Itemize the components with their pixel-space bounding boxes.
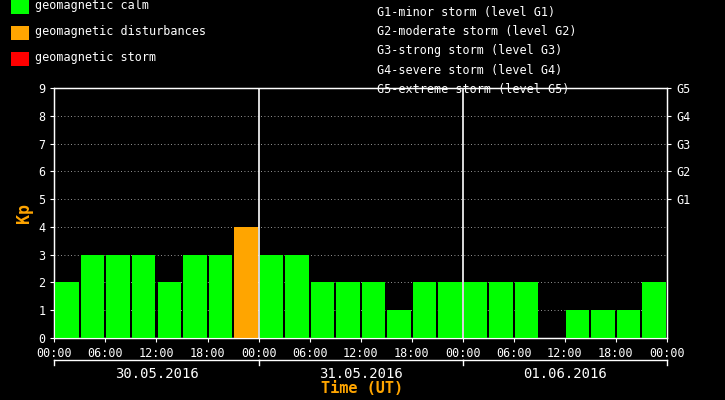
Bar [464, 282, 487, 338]
Bar [387, 310, 411, 338]
Bar [668, 282, 692, 338]
Bar [642, 282, 666, 338]
Y-axis label: Kp: Kp [14, 203, 33, 223]
Bar [310, 282, 334, 338]
Bar [592, 310, 615, 338]
Bar [260, 255, 283, 338]
Text: 31.05.2016: 31.05.2016 [319, 367, 402, 381]
Bar [566, 310, 589, 338]
Text: geomagnetic calm: geomagnetic calm [35, 0, 149, 12]
Text: G3-strong storm (level G3): G3-strong storm (level G3) [377, 44, 563, 57]
Bar [55, 282, 79, 338]
Text: G5-extreme storm (level G5): G5-extreme storm (level G5) [377, 83, 569, 96]
Bar [285, 255, 309, 338]
Bar [183, 255, 207, 338]
Bar [617, 310, 640, 338]
Bar [81, 255, 104, 338]
Bar [515, 282, 539, 338]
Text: geomagnetic disturbances: geomagnetic disturbances [35, 25, 206, 38]
Text: G4-severe storm (level G4): G4-severe storm (level G4) [377, 64, 563, 77]
Text: 01.06.2016: 01.06.2016 [523, 367, 607, 381]
Bar [439, 282, 462, 338]
Bar [413, 282, 436, 338]
Bar [234, 227, 257, 338]
Bar [209, 255, 232, 338]
Bar [107, 255, 130, 338]
Bar [336, 282, 360, 338]
Text: Time (UT): Time (UT) [321, 381, 404, 396]
Text: geomagnetic storm: geomagnetic storm [35, 51, 156, 64]
Bar [362, 282, 385, 338]
Text: 30.05.2016: 30.05.2016 [115, 367, 199, 381]
Text: G1-minor storm (level G1): G1-minor storm (level G1) [377, 6, 555, 19]
Bar [489, 282, 513, 338]
Bar [157, 282, 181, 338]
Bar [132, 255, 155, 338]
Text: G2-moderate storm (level G2): G2-moderate storm (level G2) [377, 25, 576, 38]
